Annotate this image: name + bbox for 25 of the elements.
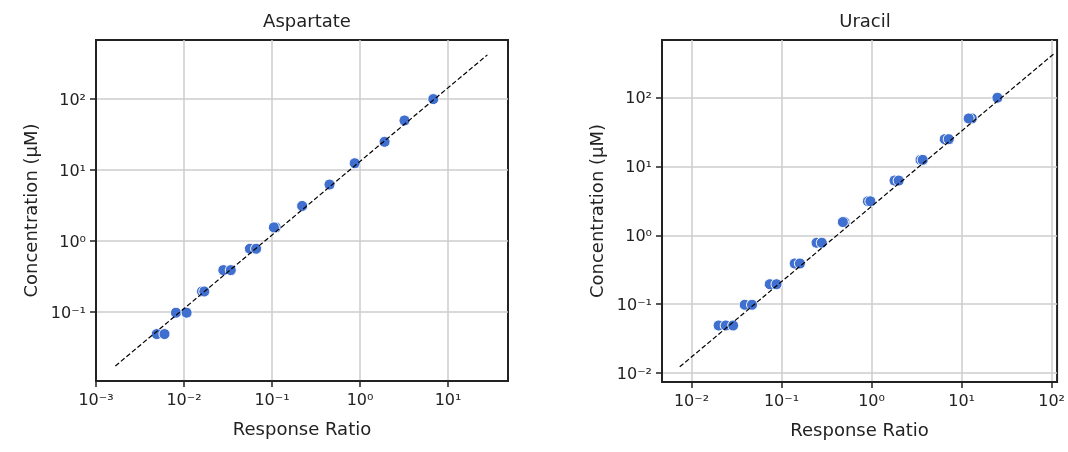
x-tick-label: 10¹ bbox=[948, 390, 975, 410]
y-tick-label: 10⁻¹ bbox=[616, 294, 652, 314]
x-axis-title: Response Ratio bbox=[232, 417, 372, 439]
y-tick-label: 10⁰ bbox=[59, 231, 86, 251]
x-axis-title: Response Ratio bbox=[790, 418, 929, 440]
y-axis-title: Concentration (µM) bbox=[20, 123, 42, 298]
y-tick-label: 10⁻² bbox=[616, 363, 652, 383]
y-tick-label: 10¹ bbox=[625, 157, 652, 177]
y-tick-label: 10² bbox=[625, 88, 652, 108]
x-tick-label: 10⁰ bbox=[346, 389, 374, 409]
chart-title: Uracil bbox=[839, 9, 891, 31]
y-tick-label: 10⁰ bbox=[625, 225, 652, 245]
y-tick-label: 10¹ bbox=[59, 160, 86, 180]
x-tick-label: 10⁻² bbox=[166, 389, 202, 409]
y-tick-label: 10⁻¹ bbox=[50, 302, 86, 322]
y-axis-title: Concentration (µM) bbox=[586, 123, 608, 299]
x-tick-label: 10⁻¹ bbox=[763, 390, 800, 410]
x-tick-label: 10⁻² bbox=[673, 390, 710, 410]
x-tick-label: 10⁰ bbox=[858, 390, 885, 410]
chart-title: Aspartate bbox=[263, 9, 351, 31]
x-tick-label: 10¹ bbox=[434, 389, 462, 409]
y-tick-label: 10² bbox=[59, 89, 86, 109]
x-tick-label: 10⁻¹ bbox=[254, 389, 290, 409]
x-tick-label: 10⁻³ bbox=[78, 389, 114, 409]
x-tick-label: 10² bbox=[1038, 390, 1065, 410]
